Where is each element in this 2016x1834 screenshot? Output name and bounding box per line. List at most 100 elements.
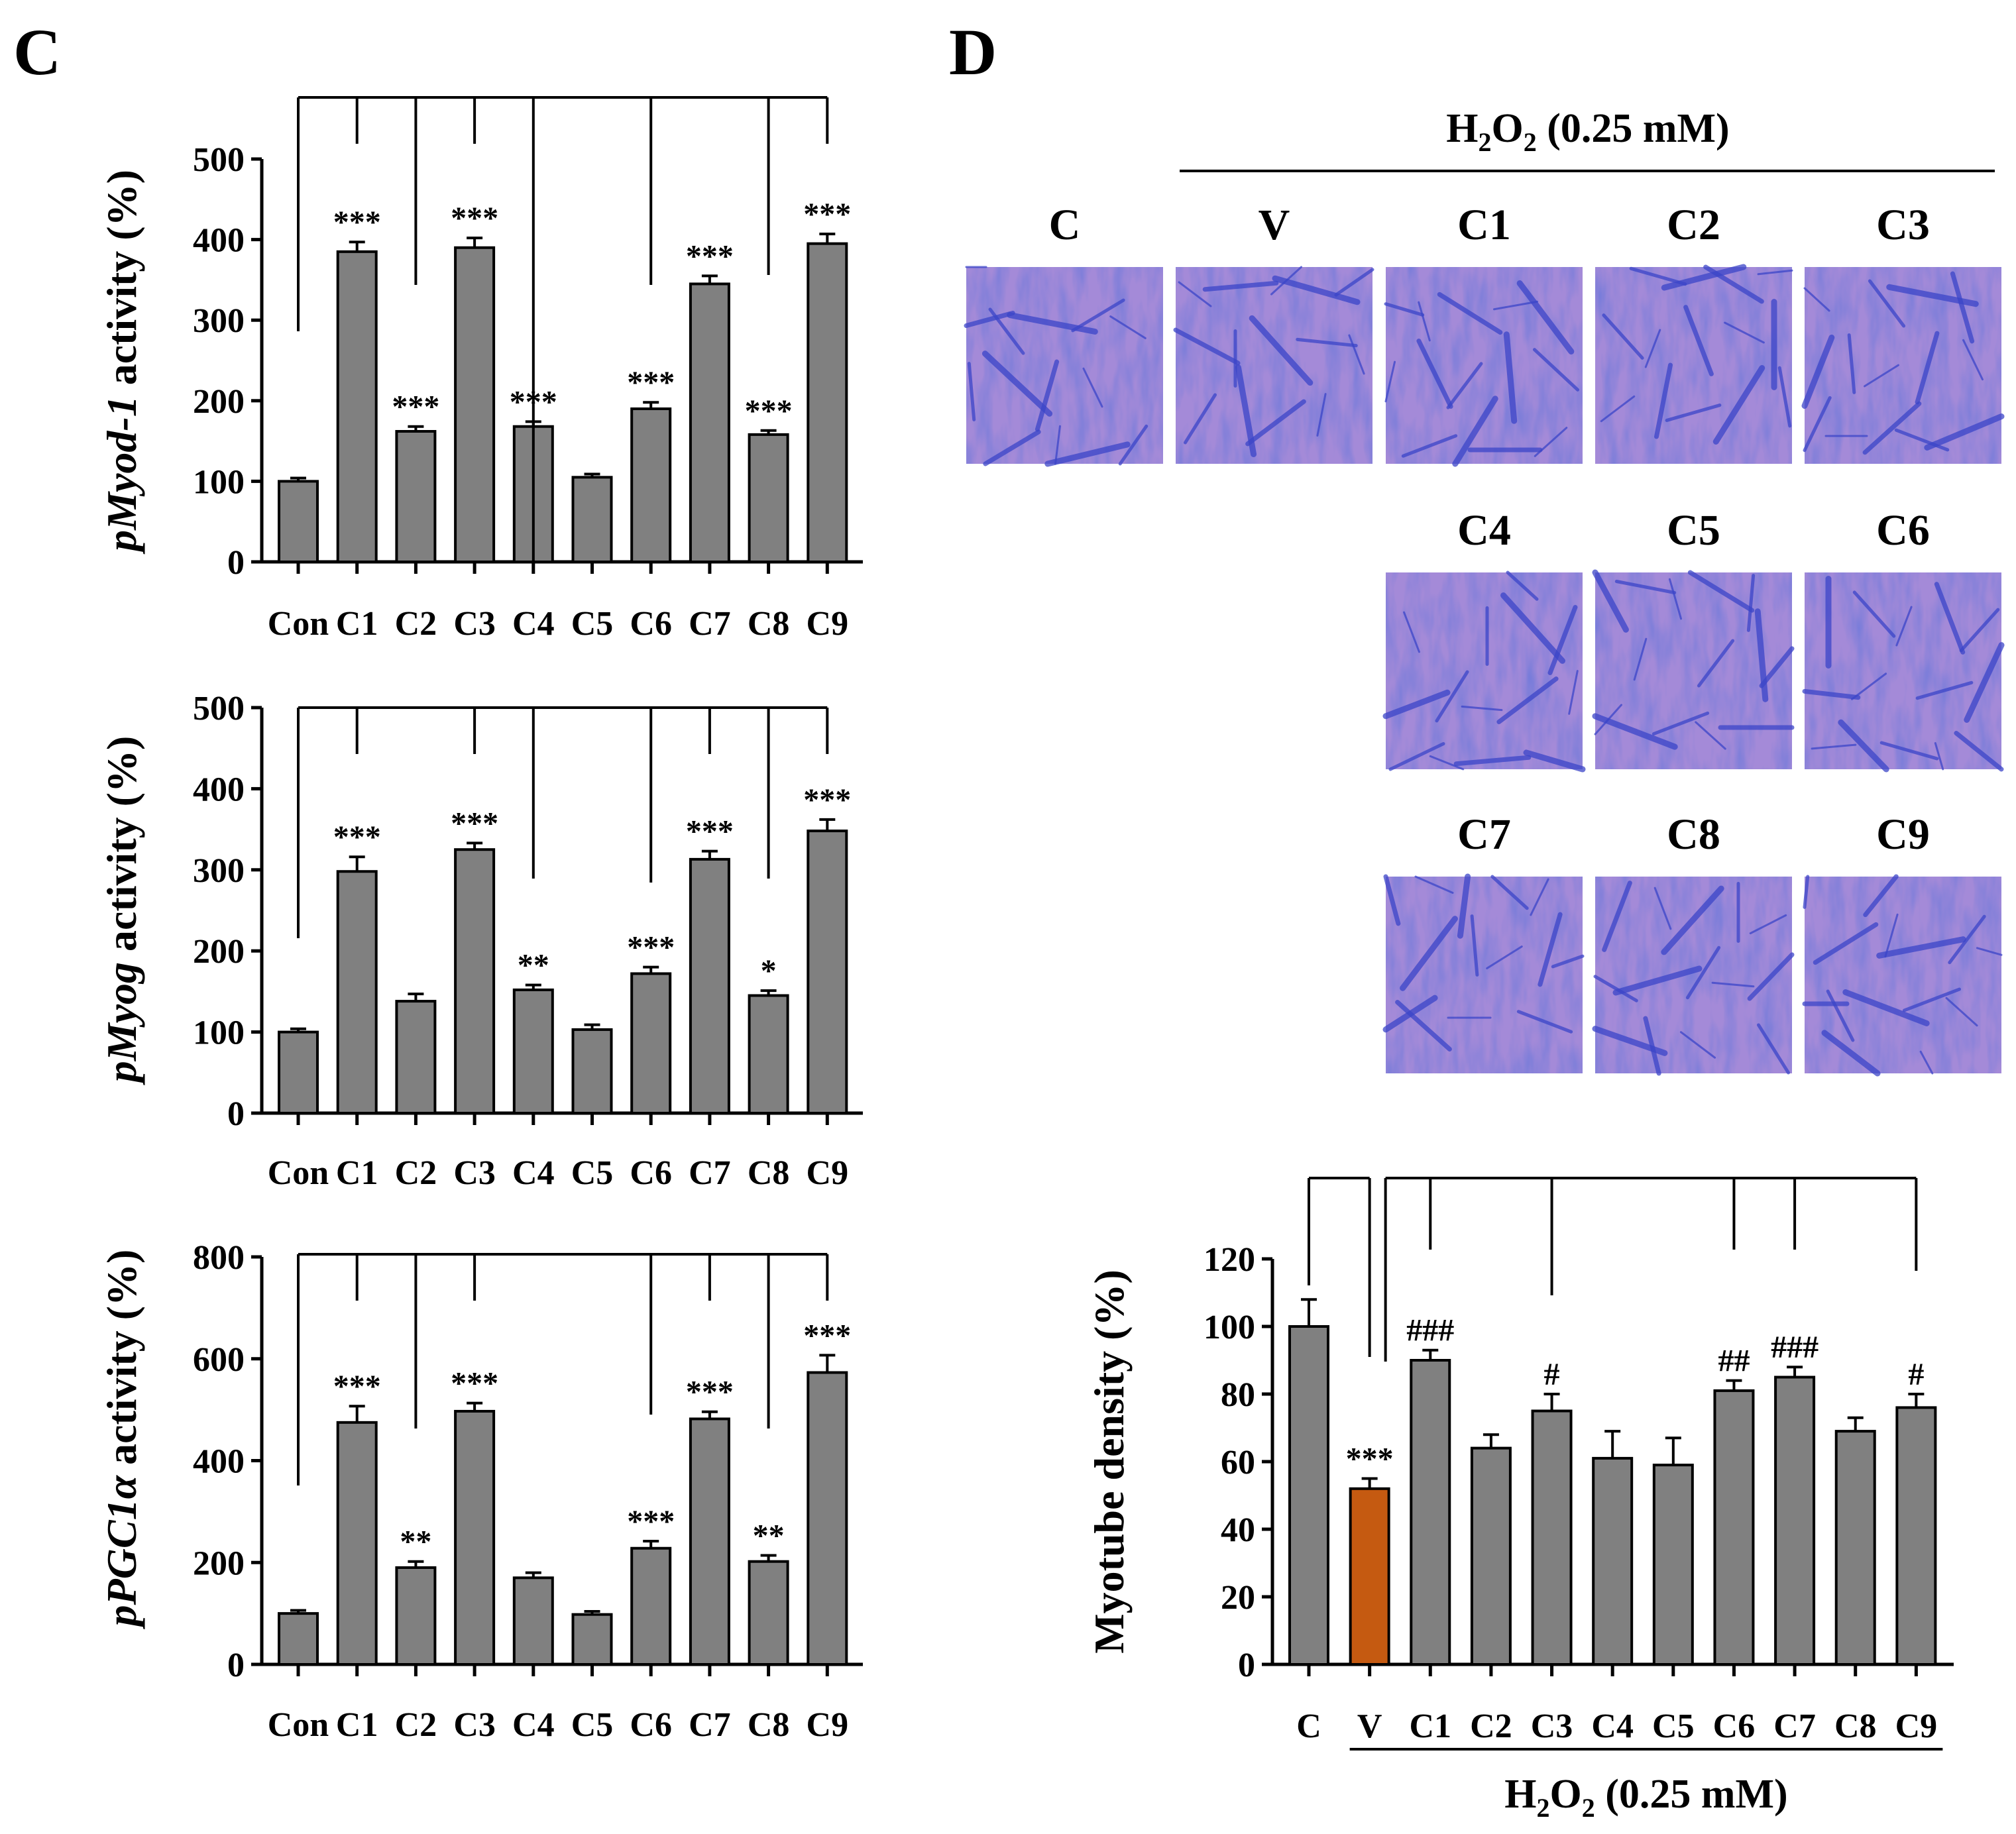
myotube-streak — [1811, 743, 1857, 750]
microscopy-image-c2: C2 — [1595, 201, 1793, 464]
images-header: H2O2 (0.25 mM) — [1180, 106, 1995, 172]
myotube-streak — [1496, 676, 1559, 724]
x-tick-label: C6 — [630, 1154, 672, 1192]
myotube-streak — [1600, 395, 1636, 423]
bar-c2 — [395, 430, 437, 563]
myotube-streak — [1452, 396, 1498, 467]
x-tick-label: Con — [268, 605, 329, 643]
myotube-streak — [1547, 605, 1578, 675]
myotube-streak — [1964, 642, 2005, 723]
myotube-streak — [1847, 333, 1856, 394]
bar-c5 — [1652, 1464, 1694, 1666]
chart-myotube-density: 0 20 40 60 80 100 120 Myotube density (%) C V *** C… — [1086, 1177, 1954, 1823]
microscopy-image-c4: C4 — [1382, 506, 1586, 773]
myotube-streak — [1403, 611, 1420, 653]
bar-c8 — [748, 433, 789, 564]
chart-pmyog: 0 100 200 300 400 500 pMyog activity (%) Con C1 *… — [98, 690, 863, 1192]
significance-label: *** — [627, 930, 675, 965]
myotube-streak — [1868, 279, 1906, 328]
myotube-streak — [1183, 393, 1217, 445]
myotube-streak — [1683, 305, 1714, 376]
image-label: C6 — [1876, 506, 1930, 555]
myotube-streak — [1950, 271, 1975, 344]
myotube-streak — [1614, 580, 1677, 594]
y-tick-label: 80 — [1221, 1376, 1255, 1414]
myotube-streak — [1202, 280, 1279, 292]
x-tick-label: C9 — [807, 1706, 849, 1744]
bar-c7 — [689, 857, 730, 1114]
myotube-streak — [1401, 434, 1458, 458]
myotube-streak — [1665, 404, 1722, 422]
bar-c3 — [454, 246, 496, 563]
myotube-streak — [1654, 362, 1673, 439]
microscopy-image-c8: C8 — [1592, 810, 1795, 1076]
myotube-streak — [1270, 266, 1303, 296]
image-label: C5 — [1667, 506, 1720, 555]
myotube-streak — [1894, 428, 1950, 452]
myotube-streak — [1915, 331, 1940, 405]
myotube-streak — [967, 362, 976, 421]
microscopy-image-c1: C1 — [1384, 201, 1583, 467]
microscopy-image-c6: C6 — [1802, 506, 2005, 773]
y-tick-label: 800 — [193, 1239, 245, 1277]
significance-label: *** — [451, 806, 498, 841]
myotube-streak — [1919, 1050, 1934, 1075]
myotube-streak — [1756, 1023, 1791, 1075]
bar-c2 — [1470, 1446, 1512, 1666]
x-tick-label: C8 — [748, 1706, 790, 1744]
myotube-streak — [1602, 881, 1632, 952]
myotube-streak — [1334, 268, 1374, 297]
x-tick-label: C9 — [1895, 1707, 1938, 1745]
y-tick-label: 500 — [193, 141, 245, 179]
bar-c6 — [1713, 1389, 1755, 1666]
myotube-streak — [1679, 1031, 1716, 1059]
y-tick-label: 400 — [193, 222, 245, 260]
myotube-streak — [1924, 413, 2005, 451]
myotube-streak — [1697, 639, 1735, 688]
x-tick-label: C7 — [689, 1154, 731, 1192]
bar-c5 — [571, 1028, 613, 1114]
myotube-streak — [1803, 875, 1810, 909]
myotube-streak — [1592, 569, 1629, 633]
myotube-streak — [1503, 331, 1518, 424]
myotube-streak — [1612, 965, 1703, 996]
myotube-streak — [1245, 399, 1306, 447]
myotube-streak — [1886, 284, 1979, 307]
significance-label: *** — [686, 814, 734, 849]
y-tick-label: 300 — [193, 852, 245, 890]
x-tick-label: C7 — [689, 1706, 731, 1744]
myotube-streak — [1826, 989, 1855, 1042]
myotube-streak — [1592, 1026, 1668, 1056]
myotube-streak — [1272, 275, 1361, 305]
bar-c3 — [454, 1409, 496, 1666]
images-header-text: H2O2 (0.25 mM) — [1446, 106, 1729, 157]
x-tick-label: C6 — [630, 1706, 672, 1744]
x-tick-label: C1 — [336, 1154, 378, 1192]
y-tick-label: 400 — [193, 1443, 245, 1481]
microscopy-image-c5: C5 — [1592, 506, 1795, 769]
myotube-streak — [1668, 578, 1683, 620]
x-tick-label: C4 — [512, 1154, 555, 1192]
myotube-streak — [1109, 315, 1147, 339]
x-tick-label: C — [1296, 1707, 1321, 1745]
myotube-streak — [1249, 315, 1314, 386]
myotube-streak — [1652, 711, 1710, 736]
myotube-streak — [1173, 327, 1241, 366]
myotube-streak — [1661, 264, 1747, 291]
myotube-streak — [1384, 302, 1425, 317]
x-tick-label: C9 — [807, 1154, 849, 1192]
significance-label: *** — [333, 205, 381, 240]
myotube-streak — [1633, 637, 1648, 681]
bar-c4 — [1592, 1456, 1634, 1666]
significance-label: ## — [1718, 1344, 1750, 1379]
bar-c3 — [1531, 1409, 1573, 1666]
x-tick-label: C6 — [630, 605, 672, 643]
myotube-streak — [1850, 673, 1887, 700]
myotube-streak — [1500, 592, 1565, 664]
bar-c6 — [630, 972, 672, 1115]
y-tick-label: 500 — [193, 690, 245, 728]
myotube-streak — [1453, 755, 1532, 767]
myotube-streak — [1446, 362, 1483, 409]
